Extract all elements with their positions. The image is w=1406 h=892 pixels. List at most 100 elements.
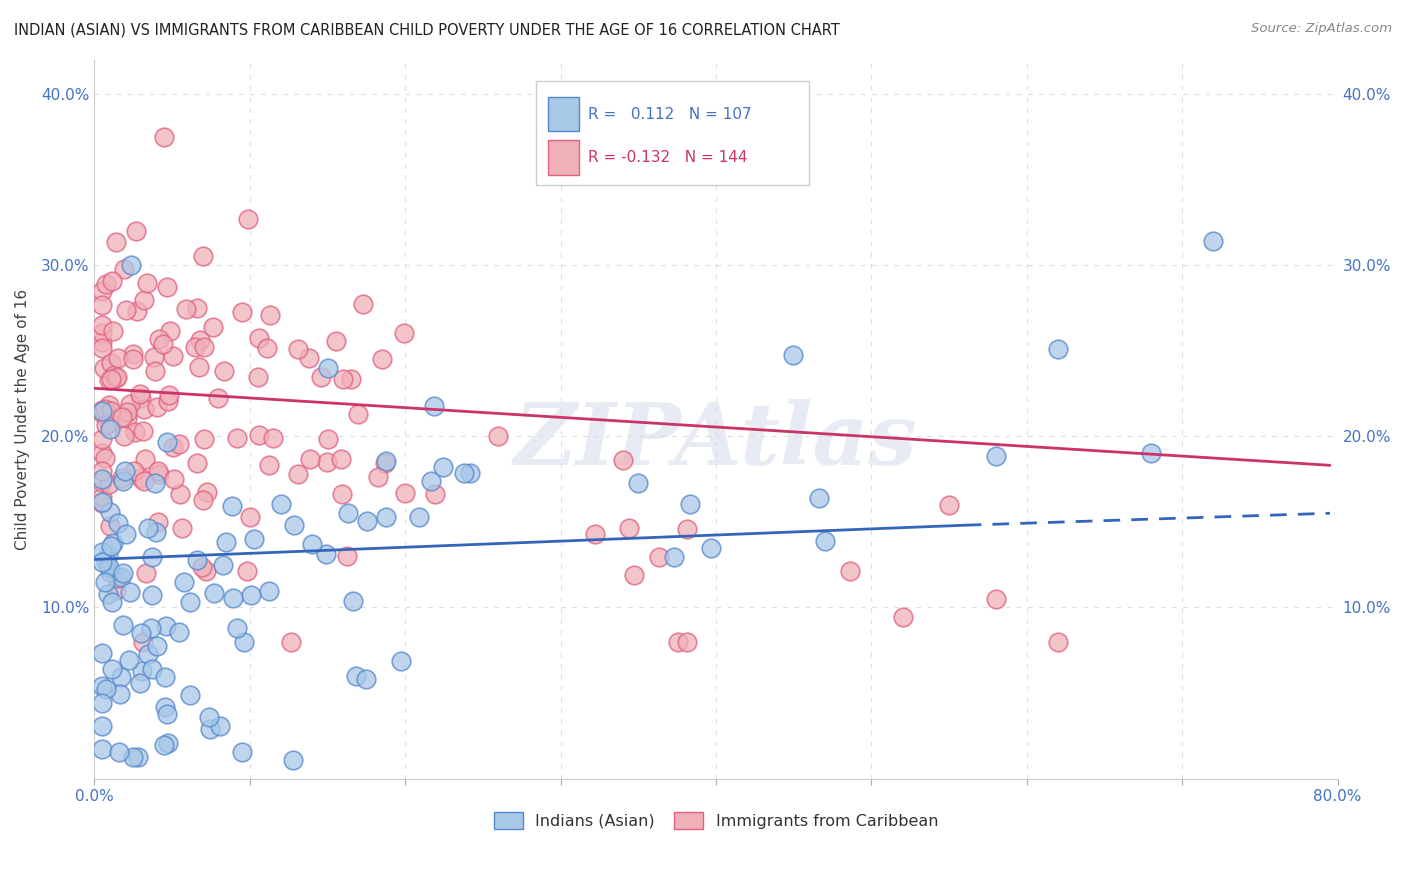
- Point: [330, 487, 353, 501]
- Point: [209, 719, 232, 733]
- Point: [94, 401, 117, 416]
- Point: [108, 687, 131, 701]
- Text: R = -0.132   N = 144: R = -0.132 N = 144: [588, 150, 748, 165]
- Point: [117, 410, 139, 425]
- Point: [183, 340, 205, 354]
- Point: [131, 665, 153, 679]
- Point: [1202, 234, 1225, 248]
- Point: [91, 472, 114, 486]
- Point: [298, 351, 321, 365]
- Point: [159, 324, 181, 338]
- Point: [453, 467, 475, 481]
- Legend: Indians (Asian), Immigrants from Caribbean: Indians (Asian), Immigrants from Caribbe…: [488, 806, 945, 835]
- Point: [325, 334, 347, 349]
- Point: [93, 574, 115, 589]
- Point: [186, 456, 208, 470]
- Point: [408, 510, 430, 524]
- Point: [662, 549, 685, 564]
- Point: [938, 499, 960, 513]
- Point: [188, 333, 211, 347]
- Point: [340, 372, 363, 386]
- Point: [342, 594, 364, 608]
- Point: [231, 305, 253, 319]
- Point: [91, 404, 114, 418]
- Point: [101, 274, 124, 288]
- Point: [193, 340, 215, 354]
- Point: [91, 545, 114, 559]
- Point: [315, 547, 337, 561]
- Point: [283, 518, 305, 533]
- Point: [128, 676, 150, 690]
- Point: [984, 449, 1007, 463]
- Point: [197, 485, 219, 500]
- Point: [156, 706, 179, 721]
- Point: [222, 591, 245, 605]
- Point: [129, 626, 152, 640]
- Point: [129, 471, 152, 485]
- Point: [262, 431, 284, 445]
- Point: [100, 539, 122, 553]
- Point: [96, 682, 118, 697]
- Point: [101, 536, 124, 550]
- Point: [186, 553, 208, 567]
- Point: [94, 450, 117, 465]
- Point: [195, 564, 218, 578]
- Point: [623, 567, 645, 582]
- Point: [111, 471, 134, 485]
- Point: [91, 680, 114, 694]
- Point: [105, 370, 128, 384]
- Point: [132, 634, 155, 648]
- Point: [93, 360, 115, 375]
- Point: [105, 571, 128, 585]
- Point: [125, 224, 148, 238]
- Point: [193, 432, 215, 446]
- Point: [1046, 634, 1069, 648]
- Point: [392, 326, 415, 340]
- Point: [239, 588, 262, 602]
- Point: [100, 403, 122, 417]
- Point: [114, 463, 136, 477]
- Point: [118, 585, 141, 599]
- Point: [141, 588, 163, 602]
- Point: [97, 416, 120, 430]
- Text: Source: ZipAtlas.com: Source: ZipAtlas.com: [1251, 22, 1392, 36]
- Point: [627, 475, 650, 490]
- Point: [153, 738, 176, 752]
- Point: [91, 318, 114, 333]
- Point: [136, 277, 159, 291]
- Text: INDIAN (ASIAN) VS IMMIGRANTS FROM CARIBBEAN CHILD POVERTY UNDER THE AGE OF 16 CO: INDIAN (ASIAN) VS IMMIGRANTS FROM CARIBB…: [14, 22, 839, 37]
- Point: [94, 554, 117, 568]
- Point: [287, 342, 309, 356]
- Point: [112, 261, 135, 276]
- Point: [236, 212, 259, 227]
- Point: [148, 332, 170, 346]
- Point: [105, 583, 128, 598]
- Point: [98, 422, 121, 436]
- Point: [676, 634, 699, 648]
- Point: [103, 368, 125, 382]
- Point: [127, 749, 149, 764]
- Point: [145, 525, 167, 540]
- Point: [94, 417, 117, 432]
- Point: [215, 535, 238, 549]
- Point: [247, 428, 270, 442]
- Point: [108, 745, 131, 759]
- Point: [163, 472, 186, 486]
- Text: R =   0.112   N = 107: R = 0.112 N = 107: [588, 107, 752, 121]
- Point: [356, 514, 378, 528]
- Point: [114, 526, 136, 541]
- Point: [91, 298, 114, 312]
- Point: [148, 467, 170, 482]
- Point: [270, 497, 292, 511]
- Point: [91, 496, 114, 510]
- Point: [91, 433, 114, 447]
- Point: [91, 494, 114, 508]
- Point: [157, 388, 180, 402]
- Point: [91, 464, 114, 478]
- Point: [101, 324, 124, 338]
- Point: [257, 458, 280, 472]
- Point: [100, 662, 122, 676]
- Point: [101, 595, 124, 609]
- Point: [425, 487, 447, 501]
- Point: [173, 574, 195, 589]
